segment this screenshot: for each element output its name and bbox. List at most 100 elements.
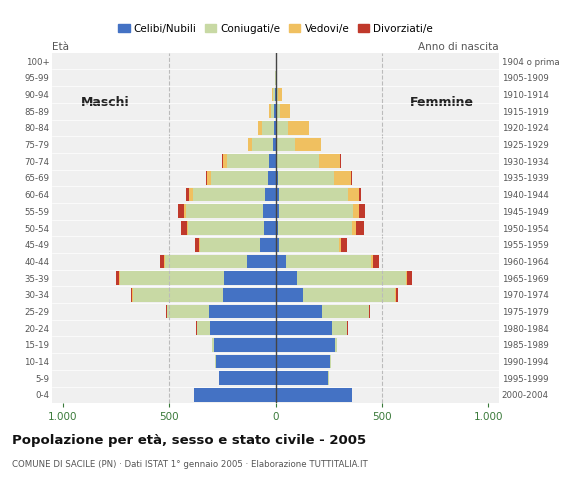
Bar [278,171,334,185]
Bar [117,271,119,285]
Bar [260,238,276,252]
Bar [276,121,288,135]
Bar [120,271,224,285]
Bar [269,104,271,118]
Bar [286,254,371,268]
Bar [334,171,350,185]
Bar [288,121,309,135]
Bar [184,204,186,218]
Bar [262,121,274,135]
Bar [332,321,347,335]
Bar [339,238,341,252]
Bar [209,305,276,318]
Text: COMUNE DI SACILE (PN) · Dati ISTAT 1° gennaio 2005 · Elaborazione TUTTITALIA.IT: COMUNE DI SACILE (PN) · Dati ISTAT 1° ge… [12,460,367,469]
Bar [197,321,209,335]
Bar [167,305,209,318]
Bar [248,138,252,151]
Bar [341,238,347,252]
Bar [252,138,273,151]
Bar [276,271,297,285]
Bar [165,254,247,268]
Legend: Celibi/Nubili, Coniugati/e, Vedovi/e, Divorziati/e: Celibi/Nubili, Coniugati/e, Vedovi/e, Di… [114,20,437,38]
Bar [133,288,223,301]
Bar [209,321,276,335]
Bar [211,171,268,185]
Bar [369,305,370,318]
Bar [276,171,278,185]
Bar [224,271,276,285]
Bar [265,188,276,202]
Bar [223,288,276,301]
Bar [119,271,120,285]
Bar [276,221,278,235]
Bar [194,388,276,402]
Bar [358,204,365,218]
Bar [268,171,276,185]
Bar [206,171,207,185]
Bar [276,321,332,335]
Bar [212,338,214,352]
Text: Anno di nascita: Anno di nascita [418,42,499,52]
Bar [219,372,276,385]
Bar [263,204,276,218]
Bar [353,204,358,218]
Bar [356,221,364,235]
Bar [395,288,396,301]
Bar [277,155,318,168]
Bar [276,338,335,352]
Bar [278,221,352,235]
Bar [373,254,379,268]
Bar [303,288,395,301]
Bar [222,155,223,168]
Bar [188,221,264,235]
Text: Maschi: Maschi [81,96,130,109]
Bar [276,71,277,84]
Bar [130,288,132,301]
Bar [371,254,373,268]
Bar [295,138,321,151]
Bar [271,104,274,118]
Bar [223,155,227,168]
Bar [358,188,361,202]
Bar [322,305,369,318]
Bar [160,254,164,268]
Bar [280,188,349,202]
Bar [318,155,339,168]
Bar [276,138,295,151]
Bar [177,204,184,218]
Bar [339,155,341,168]
Bar [349,188,358,202]
Bar [276,188,280,202]
Text: Popolazione per età, sesso e stato civile - 2005: Popolazione per età, sesso e stato civil… [12,434,366,447]
Bar [273,138,276,151]
Bar [352,221,356,235]
Bar [247,254,276,268]
Bar [186,188,188,202]
Bar [269,155,276,168]
Bar [276,288,303,301]
Bar [164,254,165,268]
Bar [335,338,337,352]
Bar [276,104,280,118]
Bar [276,372,328,385]
Bar [200,238,260,252]
Bar [214,338,276,352]
Bar [276,355,331,368]
Bar [276,238,280,252]
Bar [350,171,352,185]
Bar [195,238,199,252]
Bar [280,238,339,252]
Bar [278,88,282,101]
Bar [187,221,188,235]
Bar [297,271,405,285]
Bar [280,104,290,118]
Bar [132,288,133,301]
Bar [273,88,275,101]
Bar [396,288,398,301]
Bar [258,121,262,135]
Bar [405,271,407,285]
Bar [272,88,273,101]
Bar [274,121,276,135]
Bar [276,305,322,318]
Bar [276,204,280,218]
